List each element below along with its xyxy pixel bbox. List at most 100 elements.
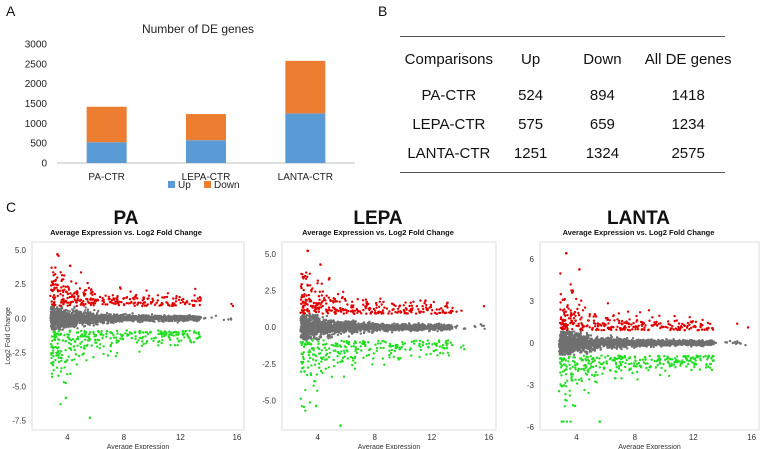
point-up <box>362 308 365 312</box>
point-ns <box>128 313 131 316</box>
point-up <box>302 311 306 315</box>
point-down <box>100 332 103 335</box>
point-ns <box>325 314 329 318</box>
point-up <box>83 294 86 297</box>
point-up <box>320 294 323 297</box>
point-down <box>169 343 172 347</box>
point-up <box>404 301 407 304</box>
point-ns <box>406 327 409 331</box>
point-ns <box>85 313 89 317</box>
point-up <box>325 294 328 297</box>
point-up <box>55 286 58 289</box>
point-down <box>391 344 395 348</box>
point-ns <box>103 318 106 321</box>
x-tick-label: 12 <box>176 433 185 442</box>
point-up <box>380 312 383 315</box>
point-up <box>344 309 348 312</box>
point-down <box>169 331 173 334</box>
point-down <box>372 357 375 360</box>
point-ns <box>136 316 140 319</box>
point-ns <box>428 328 431 331</box>
point-ns <box>52 312 55 315</box>
point-ns <box>480 324 484 327</box>
point-up <box>75 304 79 308</box>
point-up <box>142 296 146 299</box>
point-down <box>346 357 349 360</box>
point-up <box>174 297 178 300</box>
table-top-rule <box>400 36 725 37</box>
point-up <box>79 271 83 274</box>
table-cell: LANTA-CTR <box>407 145 491 162</box>
point-ns <box>50 324 53 327</box>
point-down <box>328 351 331 355</box>
point-down <box>120 335 124 338</box>
point-up <box>342 312 345 315</box>
point-ns <box>311 313 314 316</box>
point-ns <box>69 314 73 317</box>
point-ns <box>59 312 62 315</box>
panel-label-b: B <box>378 3 388 19</box>
point-down <box>84 338 87 341</box>
ma-plot-subtitle: Average Expression vs. Log2 Fold Change <box>50 228 202 237</box>
point-down <box>322 343 325 346</box>
bar-up-pa-ctr <box>86 142 127 163</box>
point-ns <box>162 318 165 321</box>
point-up <box>307 293 311 297</box>
point-up <box>299 285 303 288</box>
point-down <box>314 354 318 358</box>
point-down <box>379 346 382 350</box>
point-ns <box>62 315 65 318</box>
point-ns <box>312 320 315 324</box>
point-ns <box>393 322 396 325</box>
point-up <box>146 303 149 306</box>
point-up <box>101 296 104 300</box>
point-up <box>95 299 98 303</box>
point-down <box>377 339 380 343</box>
point-ns <box>132 316 135 319</box>
point-down <box>135 341 139 344</box>
point-up <box>75 290 79 293</box>
point-up <box>178 295 181 299</box>
point-ns <box>197 316 200 320</box>
point-up <box>327 278 331 281</box>
point-ns <box>73 306 76 310</box>
point-ns <box>51 306 55 309</box>
point-ns <box>127 317 131 320</box>
point-up <box>118 286 122 289</box>
point-down <box>312 348 315 352</box>
point-up <box>441 311 444 314</box>
point-up <box>158 304 161 307</box>
scatter-points <box>49 252 235 420</box>
point-down <box>64 381 68 385</box>
de-genes-table: Comparisons Up Down All DE genes PA-CTR … <box>398 30 733 173</box>
point-down <box>192 341 196 344</box>
point-up <box>59 271 62 274</box>
point-down <box>64 339 68 343</box>
point-ns <box>178 314 181 318</box>
point-up <box>425 303 428 307</box>
point-up <box>50 300 53 303</box>
x-tick-label: 8 <box>122 433 127 442</box>
x-tick-label: 12 <box>427 433 436 442</box>
point-up <box>308 284 312 287</box>
point-down <box>328 347 331 350</box>
point-up <box>332 299 335 303</box>
point-down <box>447 339 450 342</box>
point-up <box>73 295 76 298</box>
point-up <box>89 302 93 305</box>
point-down <box>50 353 53 356</box>
table-row: LANTA-CTR 1251 1324 2575 <box>398 139 733 168</box>
point-up <box>87 301 91 305</box>
point-up <box>175 295 178 298</box>
point-up <box>303 293 306 296</box>
point-down <box>146 333 150 336</box>
point-up <box>382 300 385 304</box>
point-down <box>57 374 60 377</box>
chart-title: Number of DE genes <box>142 22 254 36</box>
point-ns <box>368 330 371 333</box>
point-down <box>100 330 103 333</box>
point-up <box>66 304 69 307</box>
point-down <box>64 396 68 400</box>
point-up <box>63 288 66 291</box>
x-tick-label: 16 <box>232 433 241 442</box>
